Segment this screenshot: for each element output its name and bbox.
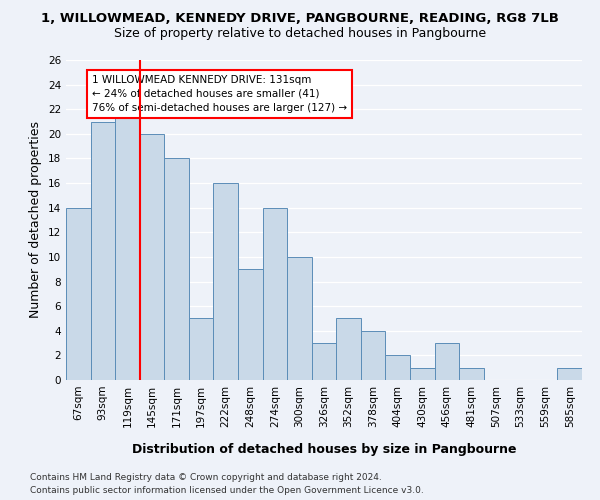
Bar [66,208,91,380]
Text: 1 WILLOWMEAD KENNEDY DRIVE: 131sqm
← 24% of detached houses are smaller (41)
76%: 1 WILLOWMEAD KENNEDY DRIVE: 131sqm ← 24%… [92,75,347,113]
Bar [214,183,238,380]
Bar [91,122,115,380]
Bar [410,368,434,380]
Bar [459,368,484,380]
Bar [361,331,385,380]
Bar [557,368,582,380]
Bar [312,343,336,380]
Text: Contains HM Land Registry data © Crown copyright and database right 2024.: Contains HM Land Registry data © Crown c… [30,472,382,482]
Bar [164,158,189,380]
Text: Distribution of detached houses by size in Pangbourne: Distribution of detached houses by size … [132,442,516,456]
Bar [336,318,361,380]
Bar [140,134,164,380]
Bar [238,269,263,380]
Y-axis label: Number of detached properties: Number of detached properties [29,122,43,318]
Text: Contains public sector information licensed under the Open Government Licence v3: Contains public sector information licen… [30,486,424,495]
Bar [115,109,140,380]
Bar [189,318,214,380]
Bar [287,257,312,380]
Bar [385,356,410,380]
Bar [434,343,459,380]
Text: 1, WILLOWMEAD, KENNEDY DRIVE, PANGBOURNE, READING, RG8 7LB: 1, WILLOWMEAD, KENNEDY DRIVE, PANGBOURNE… [41,12,559,26]
Bar [263,208,287,380]
Text: Size of property relative to detached houses in Pangbourne: Size of property relative to detached ho… [114,28,486,40]
